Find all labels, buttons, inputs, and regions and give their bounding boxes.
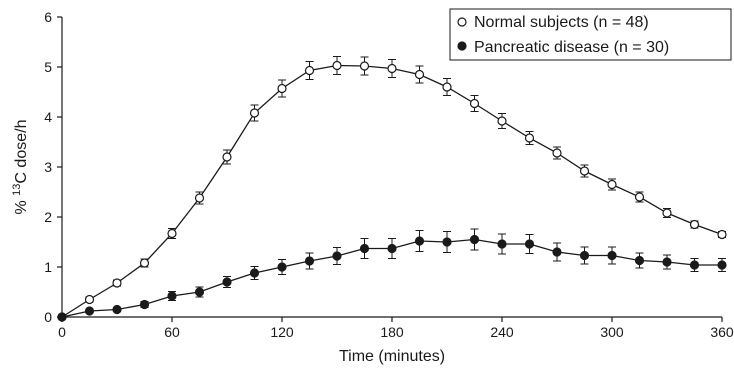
x-tick-label: 300 xyxy=(600,324,624,340)
data-point xyxy=(167,228,177,239)
legend-box xyxy=(449,8,732,61)
legend-marker-pancreatic xyxy=(457,41,467,51)
data-point xyxy=(359,61,370,71)
y-axis-title-superscript: 13 xyxy=(11,184,23,196)
data-point xyxy=(194,287,205,297)
x-axis-title: Time (minutes) xyxy=(339,348,445,365)
x-axis-ticks: 0 60 120 180 240 300 360 xyxy=(58,317,734,340)
data-point xyxy=(607,250,617,261)
y-tick-label: 0 xyxy=(44,309,52,325)
data-point xyxy=(579,166,590,176)
data-point xyxy=(662,208,672,218)
data-point xyxy=(442,237,452,247)
data-point xyxy=(332,251,342,261)
data-point xyxy=(359,243,370,254)
data-point xyxy=(139,299,150,310)
data-point xyxy=(497,116,507,126)
data-point xyxy=(84,294,95,305)
x-tick-label: 240 xyxy=(490,324,514,340)
series-layer xyxy=(57,56,727,322)
data-point xyxy=(414,236,425,246)
x-tick-label: 360 xyxy=(710,324,734,340)
data-point xyxy=(607,179,617,190)
data-point xyxy=(112,304,122,315)
data-point xyxy=(57,312,67,322)
data-point xyxy=(414,69,425,80)
data-point xyxy=(387,63,397,74)
data-point xyxy=(222,277,232,287)
data-point xyxy=(304,65,315,76)
data-point xyxy=(277,262,287,272)
legend: Normal subjects (n = 48) Pancreatic dise… xyxy=(449,8,732,61)
data-point xyxy=(84,306,95,316)
y-tick-label: 3 xyxy=(44,159,52,175)
data-point xyxy=(689,260,700,270)
data-point xyxy=(442,82,452,92)
data-point xyxy=(469,98,480,109)
data-point xyxy=(304,256,315,266)
data-point xyxy=(634,192,645,202)
series-0 xyxy=(57,56,727,322)
data-point xyxy=(469,234,480,245)
legend-label-pancreatic: Pancreatic disease (n = 30) xyxy=(474,39,669,56)
data-point xyxy=(552,148,562,158)
legend-marker-normal xyxy=(457,17,467,27)
y-tick-label: 6 xyxy=(44,9,52,25)
y-axis-title-suffix: C dose/h xyxy=(13,120,30,184)
data-point xyxy=(249,268,260,278)
x-tick-label: 60 xyxy=(164,324,180,340)
data-point xyxy=(497,239,507,249)
series-line xyxy=(61,64,723,318)
y-tick-label: 4 xyxy=(44,109,52,125)
data-point xyxy=(689,219,700,230)
data-point xyxy=(579,250,590,261)
data-point xyxy=(332,60,342,71)
data-point xyxy=(277,83,287,94)
data-point xyxy=(387,243,397,254)
data-point xyxy=(139,258,150,268)
y-tick-label: 5 xyxy=(44,59,52,75)
data-point xyxy=(634,255,645,266)
data-point xyxy=(717,260,727,270)
x-tick-label: 120 xyxy=(270,324,294,340)
y-tick-label: 1 xyxy=(44,259,52,275)
x-tick-label: 180 xyxy=(380,324,404,340)
y-axis-title-prefix: % xyxy=(13,196,30,215)
y-axis-title: % 13C dose/h xyxy=(11,120,30,215)
x-tick-label: 0 xyxy=(58,324,66,340)
data-point xyxy=(717,229,727,240)
data-point xyxy=(662,257,672,267)
series-1 xyxy=(57,228,727,322)
data-point xyxy=(222,152,232,162)
legend-label-normal: Normal subjects (n = 48) xyxy=(474,14,649,31)
y-axis-ticks: 0 1 2 3 4 5 6 xyxy=(44,9,62,325)
data-point xyxy=(249,108,260,118)
y-tick-label: 2 xyxy=(44,209,52,225)
data-point xyxy=(112,278,122,288)
data-point xyxy=(524,239,535,249)
data-point xyxy=(524,133,535,143)
data-point xyxy=(552,247,562,257)
data-point xyxy=(194,193,205,203)
data-point xyxy=(167,291,177,301)
